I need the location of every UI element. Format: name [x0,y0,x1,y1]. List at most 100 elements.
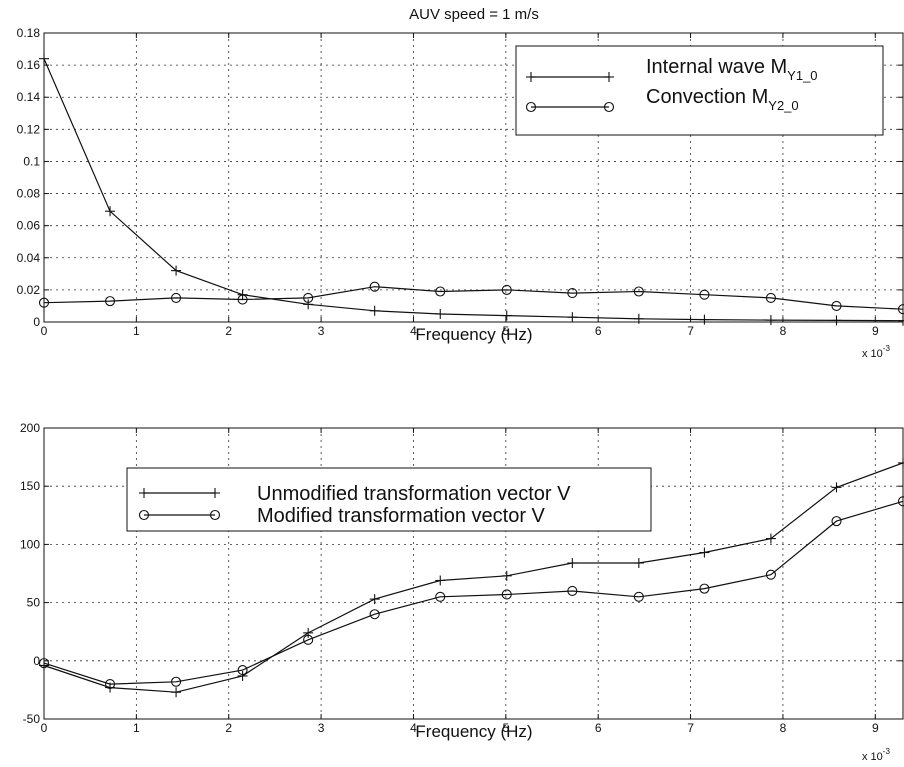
data-point-plus [369,594,380,605]
data-point-circle [831,516,842,527]
legend-marker [603,101,615,113]
y-tick-label: 200 [20,421,40,435]
data-point-circle [369,609,380,620]
chart-title: AUV speed = 1 m/s [409,6,539,23]
data-point-circle [765,292,776,303]
data-point-circle [831,300,842,311]
data-point-plus [501,310,512,321]
data-point-plus [633,313,644,324]
x-tick-label: 1 [133,324,140,338]
x-multiplier-exp: -3 [883,344,891,353]
y-tick-label: -50 [23,712,41,726]
data-point-circle [501,589,512,600]
x-tick-label: 5 [502,721,509,735]
x-tick-label: 5 [502,324,509,338]
data-point-circle [699,583,710,594]
data-point-circle [435,286,446,297]
series-line-1 [43,462,904,693]
y-tick-label: 0 [33,315,40,329]
legend-marker [139,488,149,498]
data-point-circle [104,679,116,690]
data-point-plus [765,315,776,326]
data-point-circle [237,665,248,676]
data-point-plus [171,687,182,698]
x-tick-label: 9 [872,721,879,735]
legend-marker [210,488,220,498]
data-point-plus [105,206,116,217]
data-point-plus [633,558,644,569]
data-point-plus [898,315,904,326]
data-point-plus [435,308,446,319]
x-tick-label: 8 [780,721,787,735]
y-tick-label: 0 [33,654,40,668]
data-point-plus [765,533,776,544]
x-tick-label: 4 [410,324,417,338]
data-point-circle [38,658,50,669]
x-tick-label: 7 [687,324,694,338]
x-tick-label: 8 [780,324,787,338]
data-point-circle [633,591,644,602]
data-point-plus [237,670,248,681]
legend-marker [604,72,614,82]
series-line-2 [43,500,904,685]
y-tick-label: 0.16 [17,58,41,72]
y-tick-label: 0.14 [17,90,41,104]
plot-frame [43,427,904,720]
y-tick-label: 0.08 [17,187,41,201]
data-point-plus [369,305,380,316]
data-point-circle [435,591,446,602]
x-tick-label: 6 [595,721,602,735]
data-point-circle [237,294,248,305]
legend-marker [525,101,537,113]
y-tick-label: 0.1 [23,154,40,168]
y-tick-label: 50 [27,596,41,610]
y-tick-label: 0.12 [17,122,41,136]
data-point-circle [303,292,314,303]
x-tick-label: 0 [41,324,48,338]
legend-top-box [515,45,884,136]
legend-name: Convection M [646,86,768,108]
legend-label-internal-wave: Internal wave MY1_0 [646,56,818,83]
data-point-circle [303,634,314,645]
x-tick-label: 4 [410,721,417,735]
x-axis-label: Frequency (Hz) [415,325,532,344]
legend-marker [138,509,150,521]
legend-top: Internal wave MY1_0 Convection MY2_0 [515,45,884,136]
x-multiplier-exp-2: -3 [883,747,891,756]
x-tick-label: 3 [318,324,325,338]
y-tick-label: 100 [20,537,40,551]
x-tick-label: 9 [872,324,879,338]
data-point-plus [831,482,842,493]
series-line-2 [43,286,904,310]
data-point-circle [171,292,182,303]
data-point-plus [567,312,578,323]
legend-bottom: Unmodified transformation vector V Modif… [126,467,652,532]
data-point-plus [501,570,512,581]
legend-label-convection: Convection MY2_0 [646,86,799,113]
data-point-circle [567,288,578,299]
y-tick-label: 0.04 [17,251,41,265]
data-point-plus [171,265,182,276]
data-point-circle [369,281,380,292]
data-point-plus [39,53,49,64]
data-point-plus [303,299,314,310]
legend-marker [209,509,221,521]
x-axis-label-2: Frequency (Hz) [415,722,532,741]
data-point-circle [765,569,776,580]
data-point-circle [104,296,116,307]
legend-name: Internal wave M [646,56,787,78]
x-multiplier-2: x 10-3 [862,747,890,763]
data-point-plus [699,547,710,558]
data-point-circle [171,676,182,687]
data-point-plus [898,457,904,468]
x-tick-label: 2 [225,721,232,735]
y-tick-label: 0.06 [17,219,41,233]
legend-subscript: Y1_0 [787,68,817,83]
legend-subscript: Y2_0 [768,98,798,113]
data-point-plus [435,575,446,586]
y-tick-label: 0.18 [17,26,41,40]
data-point-circle [38,297,50,308]
data-point-plus [39,660,49,671]
